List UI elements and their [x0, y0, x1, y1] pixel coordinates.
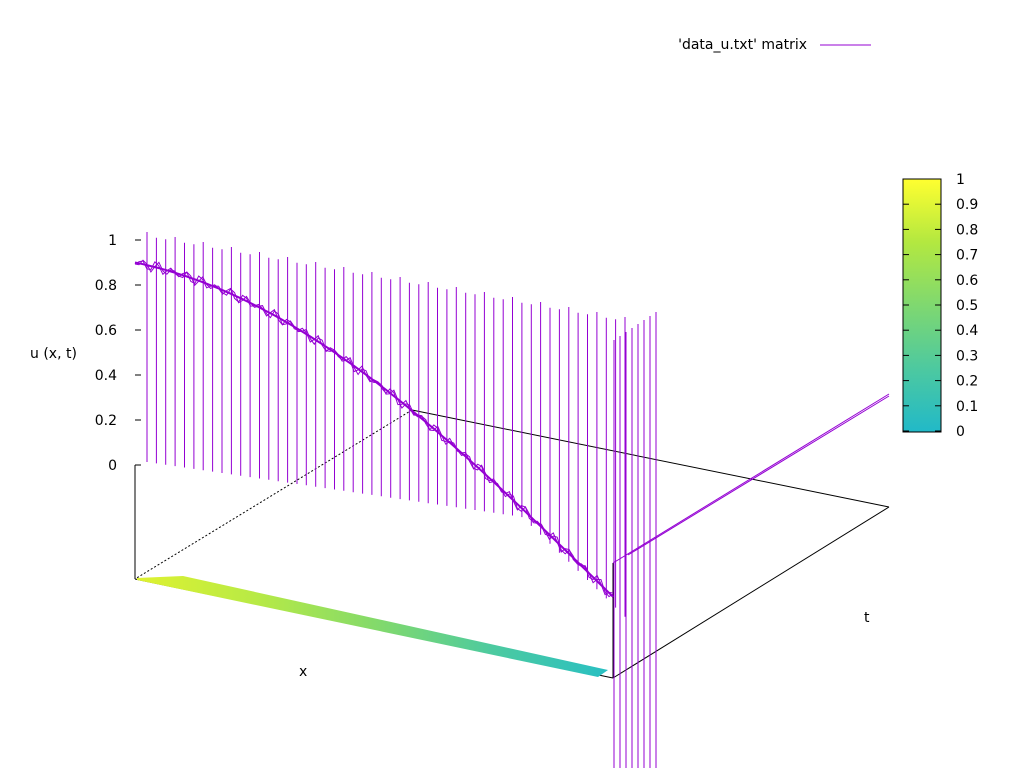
colorbar-tick-label: 0.4 — [956, 323, 978, 339]
surface-edge-line — [612, 393, 890, 564]
legend-label: 'data_u.txt' matrix — [678, 37, 807, 53]
colorbar-tick-label: 0 — [956, 424, 965, 440]
surface-line — [134, 260, 614, 596]
colorbar-tick-label: 0.8 — [956, 222, 978, 238]
z-tick-label: 0.6 — [95, 323, 117, 339]
z-tick-label: 0.2 — [95, 413, 117, 429]
t-axis-label: t — [864, 610, 870, 626]
floor-projection — [137, 576, 608, 677]
colorbar: 1 0.9 0.8 0.7 0.6 0.5 0.4 0.3 0.2 0.1 0 — [902, 172, 978, 440]
z-tick-label: 0 — [108, 458, 117, 474]
surface-lines — [134, 232, 890, 768]
colorbar-tick-label: 0.1 — [956, 399, 978, 415]
axis-right-t — [612, 506, 890, 679]
colorbar-tick-label: 0.7 — [956, 248, 978, 264]
surface-edge-line — [627, 395, 890, 556]
colorbar-tick-label: 0.9 — [956, 197, 978, 213]
colorbar-tick-label: 0.5 — [956, 298, 978, 314]
z-tick-label: 0.4 — [95, 368, 117, 384]
colorbar-ticks: 1 0.9 0.8 0.7 0.6 0.5 0.4 0.3 0.2 0.1 0 — [903, 172, 978, 440]
x-axis-label: x — [299, 664, 307, 680]
axis-left-t — [134, 409, 413, 580]
colorbar-tick-label: 0.3 — [956, 348, 978, 364]
z-tick-label: 0.8 — [95, 278, 117, 294]
z-tick-label: 1 — [108, 233, 117, 249]
legend: 'data_u.txt' matrix — [678, 37, 871, 53]
z-ticks: 1 0.8 0.6 0.4 0.2 0 — [95, 233, 141, 474]
colorbar-tick-label: 0.2 — [956, 374, 978, 390]
surface-line — [134, 259, 614, 598]
colorbar-tick-label: 1 — [956, 172, 965, 188]
colorbar-tick-label: 0.6 — [956, 273, 978, 289]
z-axis-label: u (x, t) — [30, 346, 77, 362]
surface-line — [134, 261, 614, 598]
colorbar-box — [902, 178, 942, 433]
